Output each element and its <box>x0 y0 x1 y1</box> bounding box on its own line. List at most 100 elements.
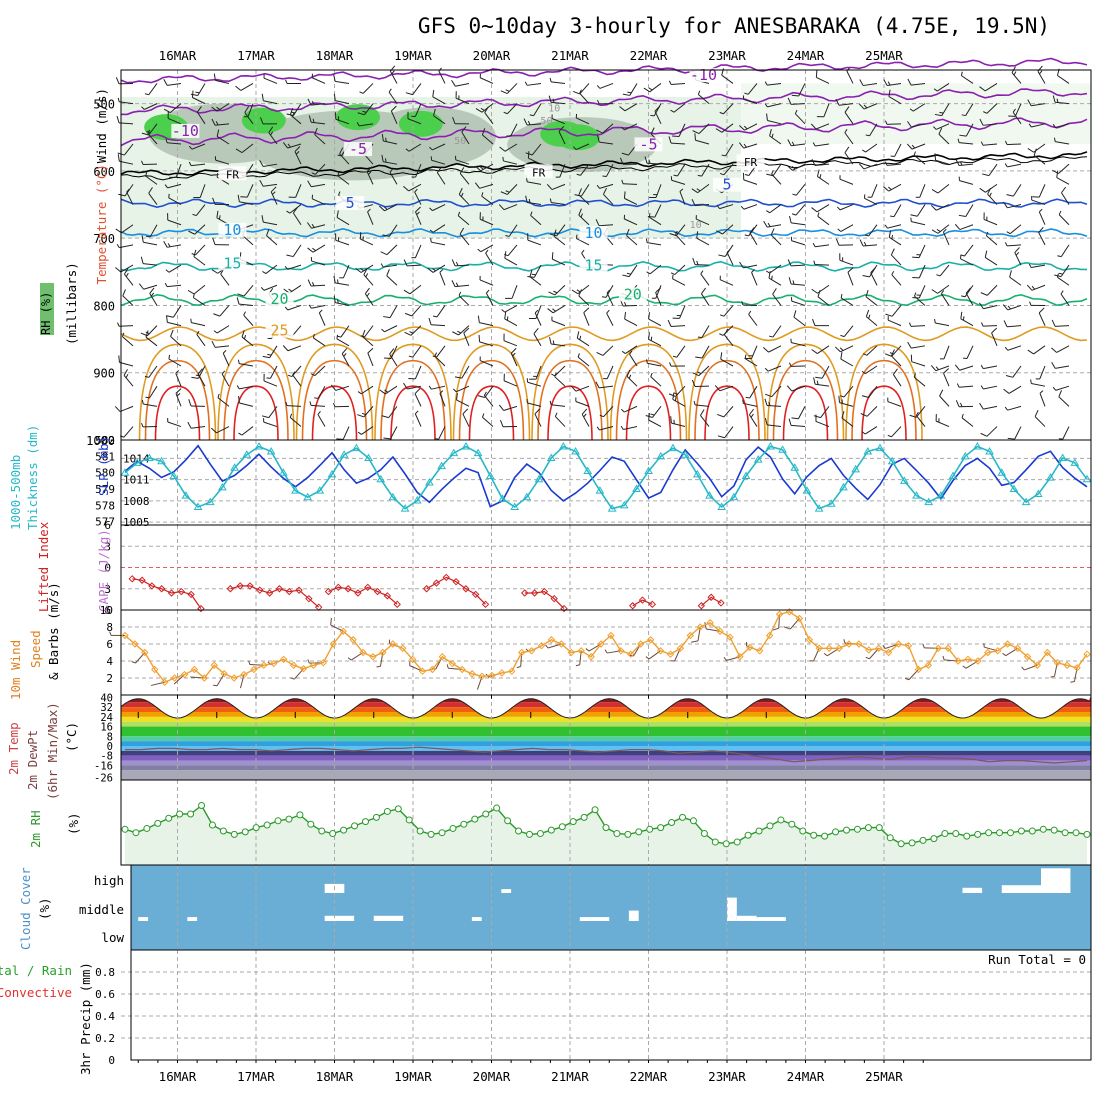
wind-speed-point <box>924 661 933 669</box>
thickness-point <box>339 450 349 458</box>
barb-shaft <box>263 163 278 167</box>
barb-flag <box>365 273 369 278</box>
barb-shaft <box>695 218 710 226</box>
barb-shaft <box>287 345 302 352</box>
pressure-tick-label: 600 <box>93 165 115 179</box>
wind-barb <box>163 103 182 114</box>
barb-shaft <box>289 204 302 214</box>
barb-flag <box>933 126 937 130</box>
barb-flag <box>314 397 319 399</box>
wind-barb <box>212 197 230 206</box>
barb-shaft <box>1039 393 1046 407</box>
thickness-point <box>254 442 264 450</box>
wind-barb <box>339 147 350 165</box>
barb-shaft <box>886 123 902 125</box>
barb-flag <box>212 197 216 205</box>
barb-shaft <box>671 179 686 185</box>
date-label-top: 18MAR <box>316 48 354 63</box>
wind-barb <box>1061 186 1070 205</box>
barb-flag <box>913 373 916 378</box>
wind-speed-point <box>676 644 685 652</box>
isotherm-loop <box>458 359 525 441</box>
barb-flag <box>606 309 610 314</box>
barb-shaft <box>939 395 950 407</box>
barb-shaft <box>167 142 182 145</box>
barb-shaft <box>169 103 182 113</box>
barb-shaft <box>485 292 494 306</box>
barb-shaft <box>123 426 134 438</box>
barb-shaft <box>670 142 686 145</box>
panel-frame <box>130 949 1092 1061</box>
barb-flag <box>292 207 298 214</box>
barb-shaft <box>1054 325 1070 327</box>
barb-shaft <box>983 405 998 410</box>
rh2m-point <box>394 805 402 813</box>
barb-flag <box>906 143 913 150</box>
wind-barb <box>307 98 326 106</box>
rh2m-point <box>482 810 490 818</box>
barb-flag <box>982 173 990 177</box>
wind-barb <box>390 105 398 125</box>
barb-shaft <box>342 426 350 440</box>
barb-shaft <box>960 258 974 266</box>
wind-barb <box>1004 163 1022 168</box>
wind-barb <box>700 409 710 427</box>
wind-barb <box>213 325 230 334</box>
barb-flag <box>604 649 608 654</box>
wind-barb <box>623 191 638 205</box>
barb-flag <box>165 269 170 273</box>
slp-axis-label: SLP (mb) <box>96 436 111 496</box>
wind-barb <box>463 327 470 347</box>
barb-flag <box>691 640 699 643</box>
wind-barb <box>596 183 614 189</box>
wind-speed-point <box>547 636 556 644</box>
wind-barb <box>979 302 998 310</box>
wind-barb <box>196 106 206 125</box>
wind-barb <box>672 392 686 407</box>
barb-shaft <box>646 162 662 165</box>
wind-barb <box>414 410 422 427</box>
li-line <box>230 585 320 608</box>
barb-shaft <box>533 264 542 278</box>
rh2m-point <box>875 824 883 832</box>
wind-barb <box>529 269 542 286</box>
barb-flag <box>165 138 168 143</box>
li-point <box>167 589 176 597</box>
wind-barb <box>534 309 542 326</box>
wind-barb <box>955 159 974 167</box>
barb-flag <box>356 122 360 127</box>
barb-flag <box>389 168 393 173</box>
isotherm-label: -5 <box>639 135 657 153</box>
wind-barb <box>167 213 182 226</box>
barb-shaft <box>533 333 542 347</box>
thickness-point <box>753 455 763 463</box>
barb-shaft <box>863 103 878 110</box>
barb-flag <box>865 656 870 660</box>
barb-shaft <box>197 373 206 387</box>
barb-shaft <box>552 258 566 266</box>
barb-flag <box>839 347 844 351</box>
wind-barb <box>1039 390 1046 407</box>
barb-flag <box>235 148 243 154</box>
barb-shaft <box>529 276 542 286</box>
wind-barb <box>405 83 422 96</box>
date-label-top: 23MAR <box>708 48 746 63</box>
barb-shaft <box>436 345 446 358</box>
barb-shaft <box>389 171 398 185</box>
barb-flag <box>337 299 339 304</box>
barb-shaft <box>965 204 974 217</box>
barb-flag <box>311 172 316 175</box>
isotherm-label: 10 <box>223 221 241 239</box>
wind-barb <box>383 426 398 440</box>
wind-barb <box>292 371 302 387</box>
wind-barb <box>891 270 902 286</box>
rh2m-point <box>208 821 216 829</box>
wind-barb <box>1012 108 1022 125</box>
minmax-axis-label: (6hr Min/Max) <box>45 702 60 800</box>
rh2m-point <box>525 830 533 838</box>
barb-shaft <box>361 385 374 395</box>
barb-flag <box>817 212 820 217</box>
thickness-point <box>425 478 434 486</box>
barb-flag <box>546 184 553 190</box>
